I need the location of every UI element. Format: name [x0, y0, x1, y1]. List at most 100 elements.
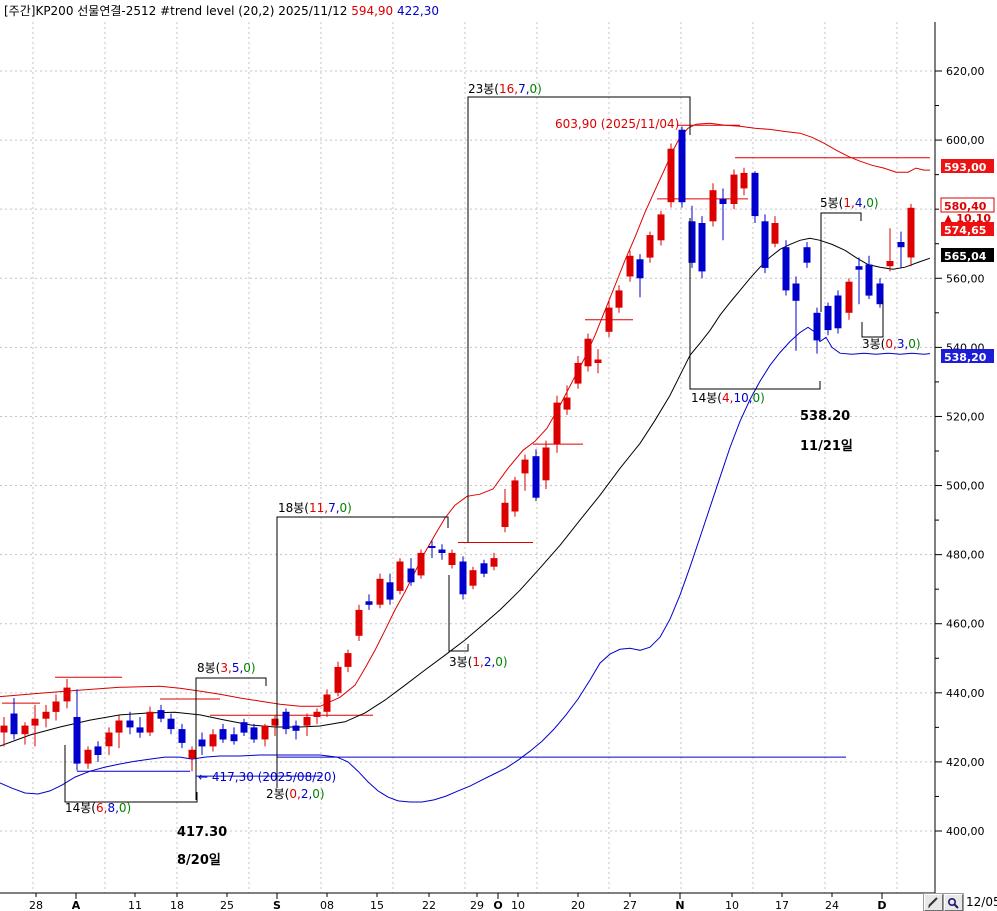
price-label: 480,00 [946, 549, 985, 562]
date-label: 22 [422, 899, 436, 911]
candle [334, 661, 342, 697]
candle [907, 204, 915, 267]
date-label: O [493, 899, 502, 911]
candle [355, 604, 363, 641]
candle [667, 143, 675, 208]
price-label: 420,00 [946, 756, 985, 769]
price-label: 560,00 [946, 272, 985, 285]
candle [209, 729, 217, 752]
candle [313, 708, 321, 724]
date-label: 18 [170, 899, 184, 911]
candles [0, 126, 915, 772]
price-label: 520,00 [946, 410, 985, 423]
lower-band-line [0, 326, 931, 803]
candle [376, 573, 384, 609]
candle [167, 713, 175, 735]
magnifier-icon [947, 897, 959, 909]
price-tag: 574,65 [941, 222, 994, 237]
candle [10, 698, 18, 740]
count-bracket [276, 516, 449, 788]
candle [740, 167, 748, 196]
annotation-text: 18봉(11,7,0) [278, 501, 352, 515]
svg-text:580,40: 580,40 [944, 200, 987, 213]
candle [688, 205, 696, 268]
svg-text:538,20: 538,20 [944, 351, 987, 364]
date-label: 27 [623, 899, 637, 911]
candle [323, 689, 331, 717]
upper-band-value: 594,90 [351, 4, 394, 18]
price-tag: 580,40 [940, 197, 995, 213]
candle [751, 171, 759, 223]
candle [626, 250, 634, 282]
candle [52, 694, 60, 721]
candle [344, 649, 352, 673]
price-axis[interactable]: 620,00600,00560,00540,00520,00500,00480,… [934, 22, 985, 893]
date-label: S [273, 899, 281, 911]
candle [615, 285, 623, 313]
candle [771, 216, 779, 248]
price-tag: 593,00 [941, 159, 994, 174]
annotation-text: 8봉(3,5,0) [197, 661, 256, 675]
candle [271, 715, 279, 736]
date-label: 10 [511, 899, 525, 911]
date-axis[interactable]: 28 A 11 18 25 S 08 15 22 29 O 10 20 27 N 10 17 24 D [0, 892, 935, 911]
candle [730, 169, 738, 210]
candle [490, 552, 498, 571]
price-label: 440,00 [946, 687, 985, 700]
date-label: 20 [571, 899, 585, 911]
trend-level-lines [2, 124, 930, 777]
zoom-tool-button[interactable] [944, 894, 963, 911]
date-label: 25 [220, 899, 234, 911]
annotation-text: 14봉(6,8,0) [65, 801, 131, 815]
annotation-text: ← 417,30 (2025/08/20) [198, 770, 336, 784]
price-label: 460,00 [946, 618, 985, 631]
candle [198, 732, 206, 755]
date-label: A [72, 899, 81, 911]
price-tag: 538,20 [941, 349, 994, 364]
grid-lines [0, 22, 935, 893]
count-bracket [689, 218, 821, 390]
date-label: 08 [320, 899, 334, 911]
candle [407, 558, 415, 586]
candle [115, 715, 123, 749]
count-bracket [861, 300, 884, 338]
annotation-text: 11/21일 [800, 439, 853, 454]
svg-text:▲ 10,10: ▲ 10,10 [944, 212, 991, 225]
candle [31, 704, 39, 747]
candle [365, 594, 373, 610]
annotation-text: 14봉(4,10,0) [691, 391, 765, 405]
candle [501, 489, 509, 533]
annotation-text: 8/20일 [177, 853, 221, 868]
candle [792, 276, 800, 351]
date-label: D [877, 899, 886, 911]
candle [521, 454, 529, 491]
candle [657, 210, 665, 246]
svg-text:565,04: 565,04 [944, 250, 987, 263]
candle [240, 718, 248, 736]
candle [563, 385, 571, 415]
candle [105, 727, 113, 755]
date-label: 17 [775, 899, 789, 911]
candle [803, 242, 811, 268]
middle-ma-line [0, 237, 931, 747]
price-tag: 565,04 [941, 248, 994, 263]
candle [761, 214, 769, 274]
candle [897, 231, 905, 268]
candle [782, 240, 790, 296]
draw-tool-button[interactable] [924, 894, 943, 911]
candle [178, 723, 186, 749]
candle [511, 476, 519, 517]
date-label: 29 [470, 899, 484, 911]
annotation-text: 3봉(1,2,0) [449, 655, 508, 669]
candle [542, 440, 550, 489]
candle [21, 722, 29, 745]
price-label: 620,00 [946, 65, 985, 78]
date-label: 28 [29, 899, 43, 911]
date-label: 11 [128, 899, 142, 911]
current-date: 12/05 [966, 895, 997, 909]
annotation-text: 23봉(16,7,0) [468, 82, 542, 96]
annotation-text: 603,90 (2025/11/04) [555, 117, 679, 131]
candle [459, 556, 467, 600]
